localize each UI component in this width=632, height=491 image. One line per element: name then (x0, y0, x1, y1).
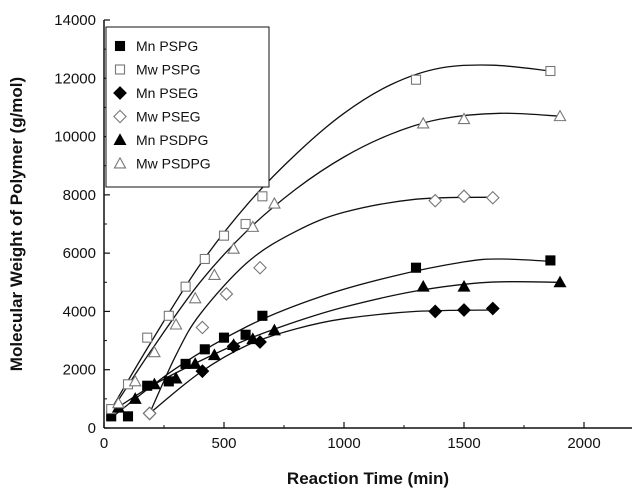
data-point (207, 268, 221, 281)
data-point (128, 392, 142, 404)
data-point (457, 303, 471, 317)
legend-marker (113, 156, 127, 169)
x-axis-title: Reaction Time (min) (287, 469, 449, 488)
data-point (169, 317, 183, 330)
data-point (267, 323, 281, 336)
data-point (257, 191, 268, 202)
data-point (128, 374, 142, 387)
y-tick-label: 8000 (63, 187, 96, 204)
fit-curve (108, 258, 551, 421)
y-tick-label: 12000 (54, 70, 96, 87)
series-mw-psdpg (111, 109, 567, 409)
series-mw-pseg (142, 189, 500, 421)
data-point (219, 287, 234, 301)
data-point (416, 279, 430, 292)
data-point (180, 281, 191, 292)
data-point (218, 332, 230, 343)
data-point (553, 109, 567, 122)
legend-marker (113, 133, 127, 146)
data-point (122, 411, 134, 422)
y-tick-label: 0 (88, 420, 96, 437)
x-tick-label: 1000 (327, 435, 360, 452)
data-point (457, 279, 471, 292)
data-point (195, 320, 210, 335)
legend-marker (113, 86, 127, 100)
x-tick-label: 500 (211, 435, 236, 452)
plot-axes: 0 500 1000 1500 2000 0 2000 4000 6000 8000 10000 12… (54, 12, 632, 452)
legend-box (105, 26, 270, 188)
legend-label: Mw PSEG (136, 109, 201, 125)
series-mn-pspg (106, 255, 556, 422)
y-axis-title: Molecular Weight of Polymer (g/mol) (7, 77, 26, 371)
data-point (410, 74, 422, 85)
legend-label: Mw PSDPG (136, 156, 211, 172)
data-point (457, 189, 471, 204)
data-point (416, 116, 430, 129)
data-point (188, 291, 202, 304)
data-point (485, 190, 500, 205)
data-point (169, 371, 183, 384)
data-point (227, 242, 241, 254)
data-point (142, 332, 153, 343)
data-point (218, 230, 230, 241)
data-point (267, 196, 281, 209)
data-point (428, 304, 443, 319)
data-point (142, 406, 157, 421)
y-tick-label: 10000 (54, 129, 96, 146)
legend-label: Mn PSPG (136, 38, 198, 54)
data-point (457, 112, 471, 125)
legend-marker (114, 64, 126, 75)
legend-marker (114, 40, 126, 52)
data-point (147, 377, 161, 390)
data-point (545, 255, 556, 266)
y-tick-label: 6000 (63, 245, 96, 262)
data-point (199, 253, 210, 265)
data-point (147, 345, 161, 358)
legend-label: Mw PSPG (136, 62, 201, 78)
y-tick-label: 4000 (63, 303, 96, 320)
data-point (257, 310, 268, 321)
x-tick-label: 0 (100, 435, 108, 452)
legend-label: Mn PSDPG (136, 132, 208, 148)
data-point (180, 358, 191, 369)
data-point (111, 396, 125, 409)
series-mn-psdpg (111, 275, 567, 413)
legend-label: Mn PSEG (136, 85, 198, 101)
data-point (207, 348, 221, 361)
data-point (240, 218, 251, 230)
data-point (428, 193, 443, 208)
data-point (227, 338, 241, 350)
legend-marker (113, 109, 127, 124)
data-point (253, 260, 267, 275)
legend: Mn PSPG Mw PSPG Mn PSEG Mw PSEG Mn PSDPG Mw P… (105, 26, 270, 188)
data-point (163, 310, 174, 321)
data-point (410, 262, 422, 273)
y-tick-label: 14000 (54, 12, 96, 29)
fit-curve (149, 196, 493, 414)
data-point (246, 332, 260, 345)
data-point (553, 275, 567, 288)
x-tick-label: 1500 (447, 435, 480, 452)
data-point (240, 329, 251, 340)
data-markers (106, 65, 567, 422)
data-point (188, 357, 202, 369)
x-tick-label: 2000 (567, 435, 600, 452)
data-point (199, 344, 210, 355)
data-point (545, 65, 556, 77)
data-point (246, 220, 260, 232)
y-tick-label: 2000 (63, 362, 96, 379)
data-point (485, 301, 500, 316)
